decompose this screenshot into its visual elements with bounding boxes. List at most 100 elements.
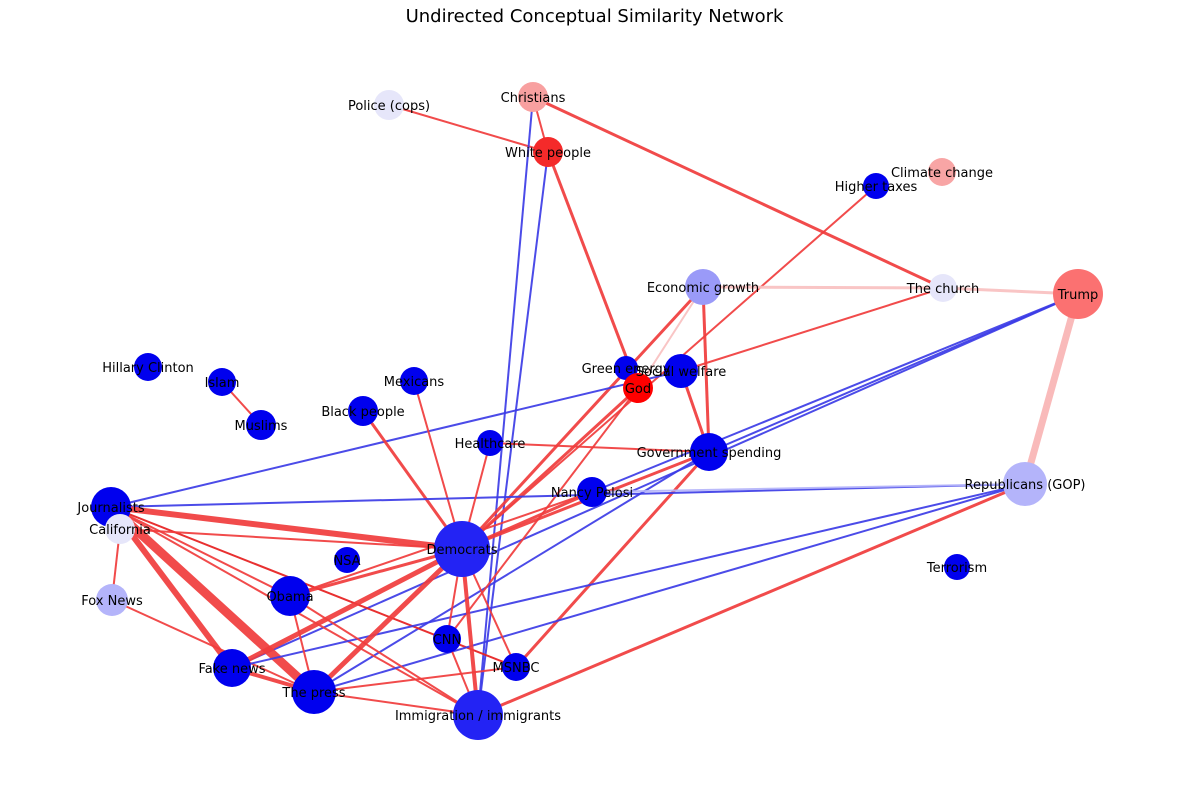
edge-journalists-republicans	[110, 483, 1026, 508]
node-the_church	[929, 274, 957, 302]
node-label-climate_change: Climate change	[891, 166, 993, 181]
node-democrats	[434, 521, 490, 577]
node-terrorism	[944, 554, 970, 580]
node-white_people	[533, 137, 563, 167]
edge-journalists-democrats	[110, 504, 463, 552]
edge-obama-immigration	[289, 595, 479, 716]
edge-economic_growth-the_church	[702, 285, 944, 290]
node-christians	[518, 82, 548, 112]
node-climate_change	[928, 158, 956, 186]
edge-democrats-obama	[289, 547, 463, 598]
node-label-the_press: The press	[281, 686, 345, 701]
node-label-god: God	[625, 382, 651, 397]
edge-black_people-democrats	[361, 410, 464, 550]
edge-government_spending-msnbc	[514, 450, 711, 669]
node-label-police: Police (cops)	[348, 99, 430, 114]
node-muslims	[246, 410, 276, 440]
node-cnn	[433, 625, 461, 653]
node-label-islam: Islam	[205, 376, 240, 391]
node-msnbc	[502, 653, 530, 681]
edge-trump-nancy_pelosi	[591, 293, 1079, 493]
node-label-government_spending: Government spending	[637, 446, 782, 461]
node-label-the_church: The church	[906, 282, 979, 297]
edges-layer	[107, 95, 1082, 717]
node-label-black_people: Black people	[321, 405, 404, 420]
node-nsa	[334, 547, 360, 573]
node-label-mexicans: Mexicans	[384, 375, 445, 390]
node-fake_news	[213, 649, 251, 687]
node-label-nancy_pelosi: Nancy Pelosi	[551, 486, 633, 501]
edge-fox_news-the_press	[111, 599, 315, 693]
edge-social_welfare-journalists	[110, 370, 682, 508]
node-fox_news	[96, 584, 128, 616]
edge-christians-the_church	[532, 95, 944, 290]
edge-god-democrats	[460, 386, 640, 551]
node-label-fox_news: Fox News	[81, 594, 143, 609]
edge-white_people-immigration	[477, 151, 549, 716]
node-economic_growth	[685, 269, 721, 305]
node-label-nsa: NSA	[333, 554, 360, 569]
node-label-cnn: CNN	[433, 633, 462, 648]
edge-the_press-immigration	[313, 691, 479, 716]
node-label-economic_growth: Economic growth	[647, 281, 759, 296]
edge-california-democrats	[119, 528, 463, 550]
edge-republicans-the_press	[313, 483, 1026, 693]
edge-the_press-msnbc	[313, 666, 517, 693]
node-label-immigration: Immigration / immigrants	[395, 709, 561, 724]
node-label-california: California	[89, 523, 151, 538]
node-label-obama: Obama	[266, 590, 313, 605]
node-label-social_welfare: Social welfare	[636, 365, 727, 380]
node-label-journalists: Journalists	[76, 501, 144, 516]
edge-trump-republicans	[1021, 293, 1082, 485]
node-trump	[1053, 269, 1103, 319]
edge-economic_growth-democrats	[460, 285, 705, 551]
node-nancy_pelosi	[577, 477, 607, 507]
nodes-layer	[91, 82, 1103, 740]
labels-layer: Christians Police (cops) White people Clima…	[76, 91, 1098, 724]
page-title: Undirected Conceptual Similarity Network	[405, 6, 784, 27]
node-higher_taxes	[863, 173, 889, 199]
edge-police-white_people	[388, 104, 549, 153]
node-label-healthcare: Healthcare	[455, 437, 526, 452]
node-social_welfare	[664, 354, 698, 388]
node-label-msnbc: MSNBC	[493, 661, 540, 676]
edge-christians-immigration	[477, 96, 534, 716]
edge-journalists-the_press	[107, 503, 318, 696]
node-label-republicans: Republicans (GOP)	[965, 478, 1086, 493]
edge-republicans-fake_news	[231, 483, 1026, 669]
edge-healthcare-government_spending	[489, 442, 710, 453]
node-government_spending	[690, 433, 728, 471]
edge-democrats-the_press	[312, 547, 464, 694]
node-label-higher_taxes: Higher taxes	[835, 180, 918, 195]
node-label-democrats: Democrats	[427, 543, 498, 558]
edge-white_people-god	[546, 151, 640, 389]
edge-the_church-social_welfare	[680, 287, 944, 372]
node-label-fake_news: Fake news	[198, 662, 265, 677]
node-label-white_people: White people	[505, 146, 591, 161]
node-label-hillary_clinton: Hillary Clinton	[102, 361, 194, 376]
node-healthcare	[477, 430, 503, 456]
node-california	[105, 514, 135, 544]
node-republicans	[1003, 462, 1047, 506]
edge-democrats-fake_news	[230, 546, 464, 671]
node-the_press	[292, 670, 336, 714]
node-immigration	[453, 690, 503, 740]
node-god	[623, 373, 653, 403]
node-black_people	[348, 396, 378, 426]
node-mexicans	[400, 367, 428, 395]
node-label-terrorism: Terrorism	[926, 561, 987, 576]
edge-economic_growth-god	[637, 286, 704, 389]
node-label-muslims: Muslims	[235, 419, 288, 434]
node-islam	[208, 368, 236, 396]
node-police	[374, 90, 404, 120]
node-label-green_energy: Green energy	[582, 362, 671, 377]
node-label-trump: Trump	[1057, 288, 1099, 303]
edge-mexicans-democrats	[413, 380, 463, 550]
edge-economic_growth-government_spending	[701, 286, 711, 453]
node-hillary_clinton	[134, 353, 162, 381]
edge-republicans-nancy_pelosi	[591, 483, 1026, 493]
node-green_energy	[614, 356, 638, 380]
edge-journalists-obama	[110, 506, 291, 597]
edge-trump-fake_news	[231, 293, 1079, 669]
